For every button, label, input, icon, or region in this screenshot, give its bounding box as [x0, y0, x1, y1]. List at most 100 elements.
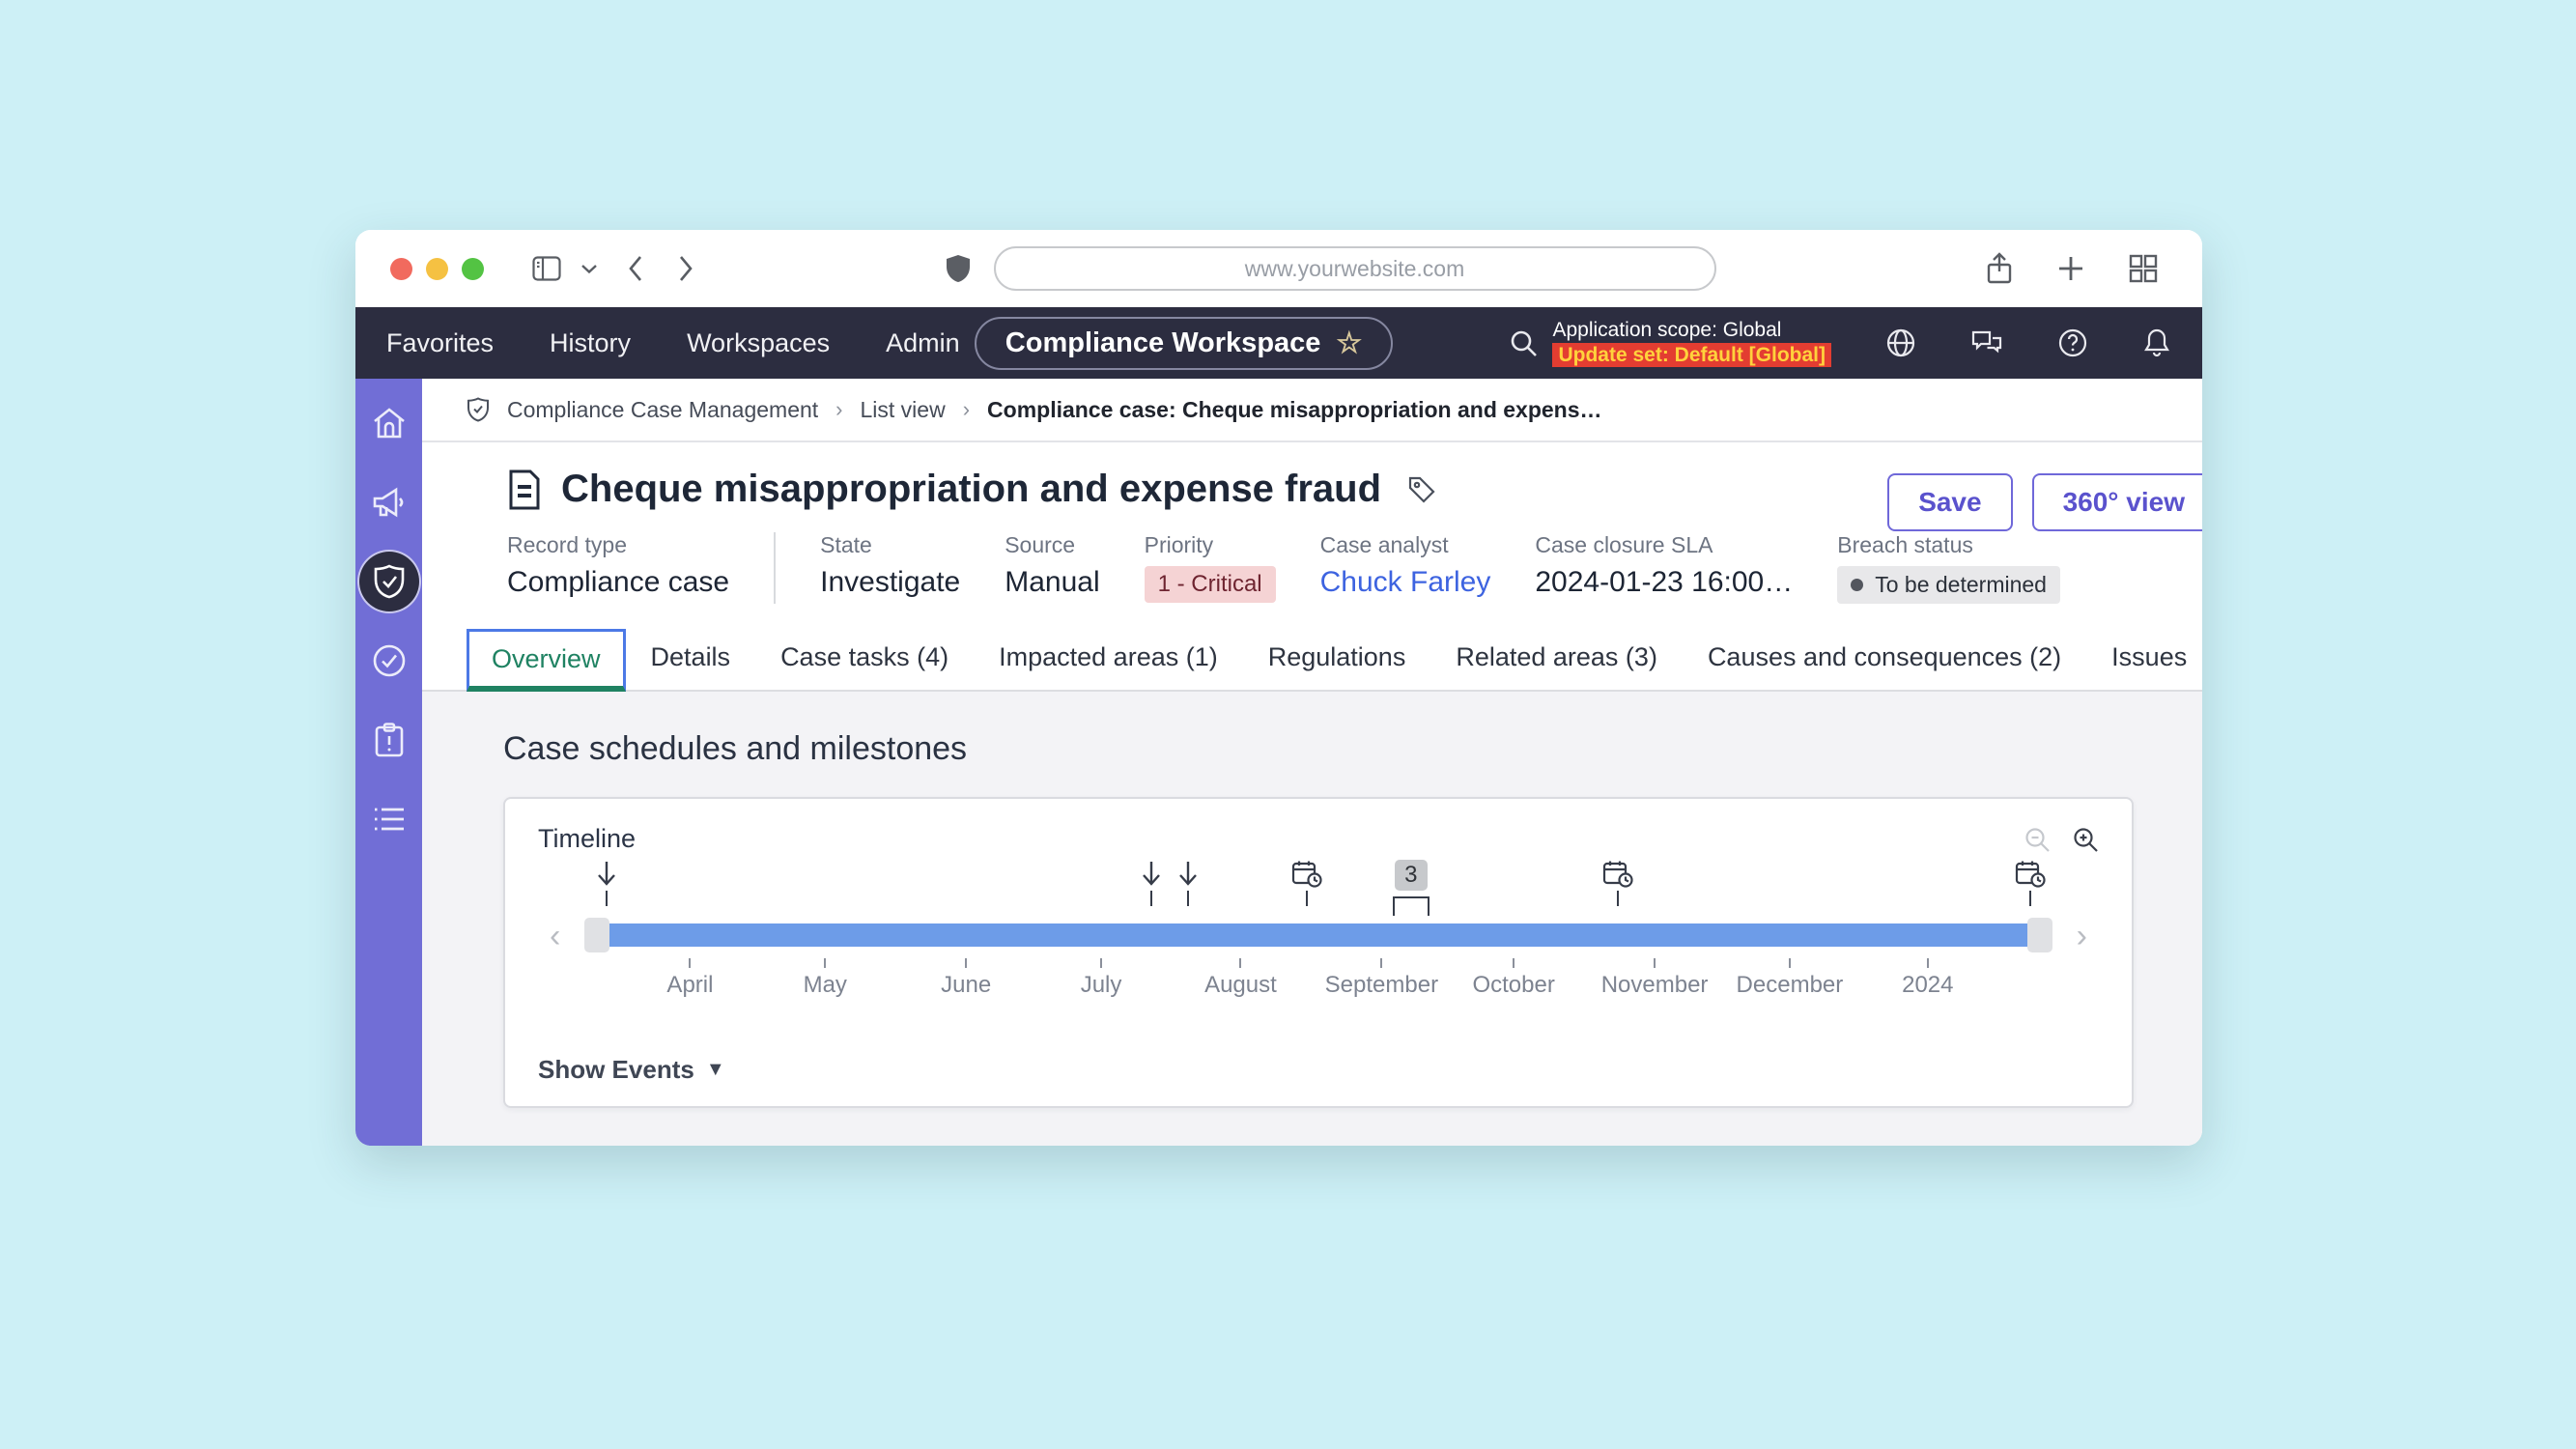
show-events-toggle[interactable]: Show Events ▼	[538, 1055, 2099, 1085]
forward-button[interactable]	[677, 254, 694, 283]
tasks-check-circle-icon[interactable]	[370, 641, 409, 680]
chat-icon[interactable]	[1970, 328, 2003, 357]
chevron-down-icon[interactable]	[580, 263, 598, 274]
globe-icon[interactable]	[1885, 327, 1916, 358]
nav-item-admin[interactable]: Admin	[886, 327, 960, 357]
tab-related-areas[interactable]: Related areas (3)	[1456, 642, 1657, 671]
field-label: Priority	[1144, 532, 1214, 557]
breach-status-badge: To be determined	[1837, 566, 2060, 604]
favorite-star-icon[interactable]: ☆	[1336, 327, 1363, 359]
month-tick-icon	[1788, 958, 1791, 968]
save-button[interactable]: Save	[1887, 473, 2013, 531]
tab-case-tasks[interactable]: Case tasks (4)	[780, 642, 949, 671]
browser-chrome: www.yourwebsite.com	[355, 230, 2202, 307]
month-label: July	[1080, 972, 1122, 998]
record-header: Cheque misappropriation and expense frau…	[422, 442, 2202, 604]
field-case-analyst: Case analyst Chuck Farley	[1320, 532, 1491, 599]
month-tick-icon	[965, 958, 968, 968]
case-analyst-link[interactable]: Chuck Farley	[1319, 566, 1491, 598]
home-icon[interactable]	[370, 404, 409, 442]
month-label: November	[1600, 972, 1709, 998]
field-label: State	[820, 532, 872, 557]
tab-overview[interactable]: Overview	[467, 629, 626, 692]
new-tab-icon[interactable]	[2057, 255, 2084, 282]
notifications-bell-icon[interactable]	[2142, 327, 2171, 358]
zoom-out-icon[interactable]	[2024, 826, 2051, 853]
tab-causes-consequences[interactable]: Causes and consequences (2)	[1707, 642, 2062, 671]
timeline-months: April May June July August September October No…	[584, 958, 2052, 1003]
window-body: Compliance Case Management › List view ›…	[355, 379, 2202, 1146]
nav-item-history[interactable]: History	[550, 327, 632, 357]
timeline-next-icon[interactable]: ›	[2076, 918, 2087, 954]
timeline-body: ‹ › 3 April May June July August September Oct…	[550, 860, 2087, 998]
timeline-prev-icon[interactable]: ‹	[550, 918, 561, 954]
breadcrumb-item-current: Compliance case: Cheque misappropriation…	[987, 396, 1602, 422]
timeline-left-handle[interactable]	[584, 918, 609, 952]
month-label: December	[1736, 972, 1844, 998]
announcements-megaphone-icon[interactable]	[370, 483, 409, 522]
workspace-pill[interactable]: Compliance Workspace ☆	[974, 316, 1394, 370]
timeline-marker-arrow-icon[interactable]	[1140, 860, 1163, 906]
privacy-shield-icon[interactable]	[946, 254, 971, 283]
field-priority: Priority 1 - Critical	[1144, 532, 1276, 603]
url-input[interactable]: www.yourwebsite.com	[993, 246, 1716, 291]
month-label: 2024	[1902, 972, 1954, 998]
breadcrumb-separator-icon: ›	[835, 397, 843, 421]
breadcrumb-item[interactable]: Compliance Case Management	[507, 396, 819, 422]
month-tick-icon	[1513, 958, 1515, 968]
breadcrumb-item[interactable]: List view	[860, 396, 946, 422]
nav-item-workspaces[interactable]: Workspaces	[687, 327, 831, 357]
breadcrumb: Compliance Case Management › List view ›…	[422, 379, 2202, 442]
help-icon[interactable]	[2057, 327, 2088, 358]
timeline-marker-arrow-icon[interactable]	[595, 860, 618, 906]
month-label: September	[1324, 972, 1439, 998]
timeline-card: Timeline ‹	[503, 797, 2134, 1108]
zoom-in-icon[interactable]	[2072, 826, 2099, 853]
timeline-marker-arrow-icon[interactable]	[1176, 860, 1200, 906]
document-icon	[507, 469, 542, 510]
tab-details[interactable]: Details	[650, 642, 731, 671]
tab-regulations[interactable]: Regulations	[1267, 642, 1406, 671]
header-actions: Save 360° view	[1887, 473, 2202, 531]
field-source: Source Manual	[1005, 532, 1099, 599]
clipboard-alert-icon[interactable]	[370, 721, 409, 759]
app-sidebar	[355, 379, 422, 1146]
list-menu-icon[interactable]	[370, 800, 409, 838]
share-icon[interactable]	[1986, 252, 2013, 285]
nav-center: Compliance Workspace ☆	[960, 316, 1553, 370]
nav-right: Application scope: Global Update set: De…	[1552, 318, 2171, 369]
timeline-markers: 3	[584, 860, 2052, 918]
tag-icon[interactable]	[1406, 474, 1437, 505]
timeline-marker-count[interactable]: 3	[1392, 860, 1430, 916]
month-label: October	[1472, 972, 1555, 998]
record-fields: Record type Compliance case State Invest…	[507, 532, 2202, 604]
compliance-shield-icon-active[interactable]	[358, 552, 419, 611]
field-label: Source	[1005, 532, 1076, 557]
field-label: Breach status	[1837, 532, 1973, 557]
nav-item-favorites[interactable]: Favorites	[386, 327, 495, 357]
back-button[interactable]	[627, 254, 644, 283]
month-tick-icon	[1100, 958, 1103, 968]
timeline-right-handle[interactable]	[2027, 918, 2052, 952]
app-navbar: Favorites History Workspaces Admin Compl…	[355, 307, 2202, 379]
tab-issues[interactable]: Issues	[2111, 642, 2188, 671]
search-icon[interactable]	[1509, 328, 1538, 357]
close-window-button[interactable]	[390, 257, 412, 280]
timeline-marker-calendar-icon[interactable]	[1291, 860, 1322, 906]
timeline-track[interactable]	[604, 923, 2033, 947]
nav-menu: Favorites History Workspaces Admin	[386, 328, 960, 358]
main-panel: Compliance Case Management › List view ›…	[422, 379, 2202, 1146]
maximize-window-button[interactable]	[462, 257, 484, 280]
timeline-bar	[584, 916, 2052, 954]
tab-overview-icon[interactable]	[2129, 254, 2158, 283]
marker-bracket-icon	[1392, 896, 1430, 916]
timeline-marker-calendar-icon[interactable]	[2015, 860, 2046, 906]
month-label: April	[666, 972, 714, 998]
page-title: Cheque misappropriation and expense frau…	[561, 468, 1382, 510]
360-view-button[interactable]: 360° view	[2031, 473, 2202, 531]
minimize-window-button[interactable]	[426, 257, 448, 280]
sidebar-toggle-icon[interactable]	[532, 256, 561, 281]
timeline-marker-calendar-icon[interactable]	[1602, 860, 1633, 906]
field-label: Case analyst	[1319, 532, 1449, 557]
tab-impacted-areas[interactable]: Impacted areas (1)	[999, 642, 1218, 671]
